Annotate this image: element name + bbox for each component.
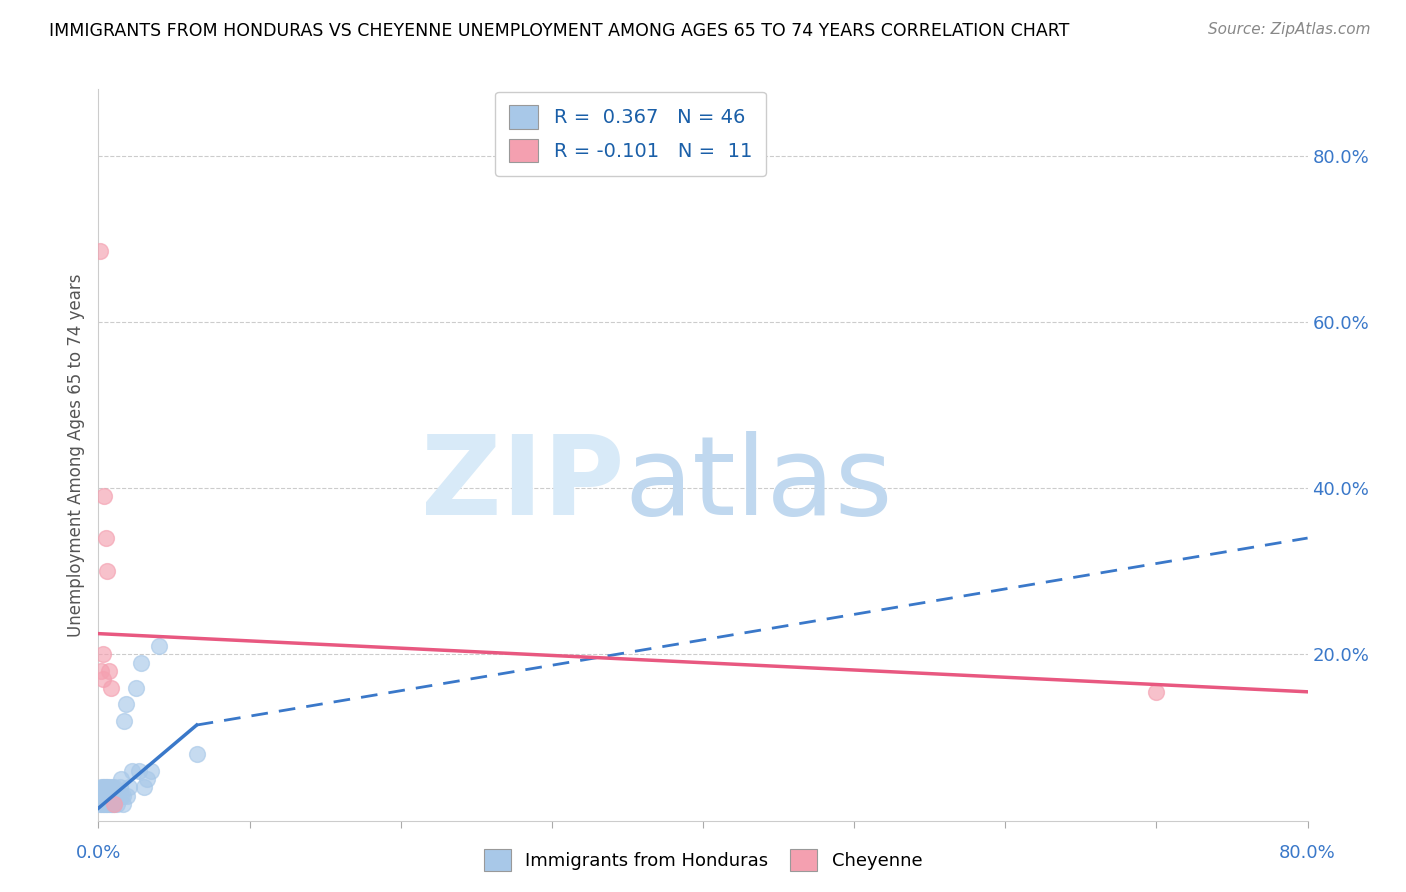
Point xyxy=(93,780,115,795)
Point xyxy=(186,747,208,761)
Point xyxy=(100,681,122,695)
Text: IMMIGRANTS FROM HONDURAS VS CHEYENNE UNEMPLOYMENT AMONG AGES 65 TO 74 YEARS CORR: IMMIGRANTS FROM HONDURAS VS CHEYENNE UNE… xyxy=(49,22,1070,40)
Point xyxy=(111,797,134,811)
Point xyxy=(89,789,111,803)
Point xyxy=(94,780,117,795)
Point xyxy=(94,531,117,545)
Point xyxy=(110,789,132,803)
Point xyxy=(132,780,155,795)
Point xyxy=(96,564,118,578)
Legend: Immigrants from Honduras, Cheyenne: Immigrants from Honduras, Cheyenne xyxy=(477,842,929,879)
Point xyxy=(91,797,114,811)
Text: atlas: atlas xyxy=(624,431,893,538)
Point xyxy=(141,764,163,778)
Point xyxy=(112,714,135,728)
Point xyxy=(105,797,128,811)
Point xyxy=(129,656,152,670)
Point xyxy=(115,789,138,803)
Point xyxy=(103,780,125,795)
Point xyxy=(114,698,136,712)
Point xyxy=(135,772,157,786)
Point xyxy=(101,780,124,795)
Point xyxy=(101,797,124,811)
Point xyxy=(90,780,112,795)
Point xyxy=(104,789,127,803)
Point xyxy=(103,797,125,811)
Point xyxy=(108,780,131,795)
Point xyxy=(98,664,121,678)
Text: 0.0%: 0.0% xyxy=(76,844,121,862)
Point xyxy=(128,764,150,778)
Text: 80.0%: 80.0% xyxy=(1279,844,1336,862)
Y-axis label: Unemployment Among Ages 65 to 74 years: Unemployment Among Ages 65 to 74 years xyxy=(66,273,84,637)
Point xyxy=(125,681,148,695)
Point xyxy=(91,673,114,687)
Point xyxy=(96,780,118,795)
Point xyxy=(96,797,118,811)
Legend: R =  0.367   N = 46, R = -0.101   N =  11: R = 0.367 N = 46, R = -0.101 N = 11 xyxy=(495,92,766,176)
Point xyxy=(148,639,170,653)
Point xyxy=(94,797,117,811)
Point xyxy=(90,797,112,811)
Point xyxy=(98,780,121,795)
Point xyxy=(93,797,115,811)
Point xyxy=(96,789,118,803)
Point xyxy=(111,789,134,803)
Point xyxy=(121,764,143,778)
Point xyxy=(91,789,114,803)
Point xyxy=(98,789,121,803)
Text: ZIP: ZIP xyxy=(420,431,624,538)
Point xyxy=(107,789,129,803)
Point xyxy=(94,789,117,803)
Point xyxy=(1144,685,1167,699)
Point xyxy=(90,664,112,678)
Point xyxy=(93,490,115,504)
Point xyxy=(118,780,141,795)
Point xyxy=(91,780,114,795)
Point xyxy=(103,797,125,811)
Point xyxy=(98,797,121,811)
Point xyxy=(91,648,114,662)
Point xyxy=(93,789,115,803)
Point xyxy=(100,789,122,803)
Text: Source: ZipAtlas.com: Source: ZipAtlas.com xyxy=(1208,22,1371,37)
Point xyxy=(110,772,132,786)
Point xyxy=(100,797,122,811)
Point xyxy=(89,797,111,811)
Point xyxy=(89,244,111,259)
